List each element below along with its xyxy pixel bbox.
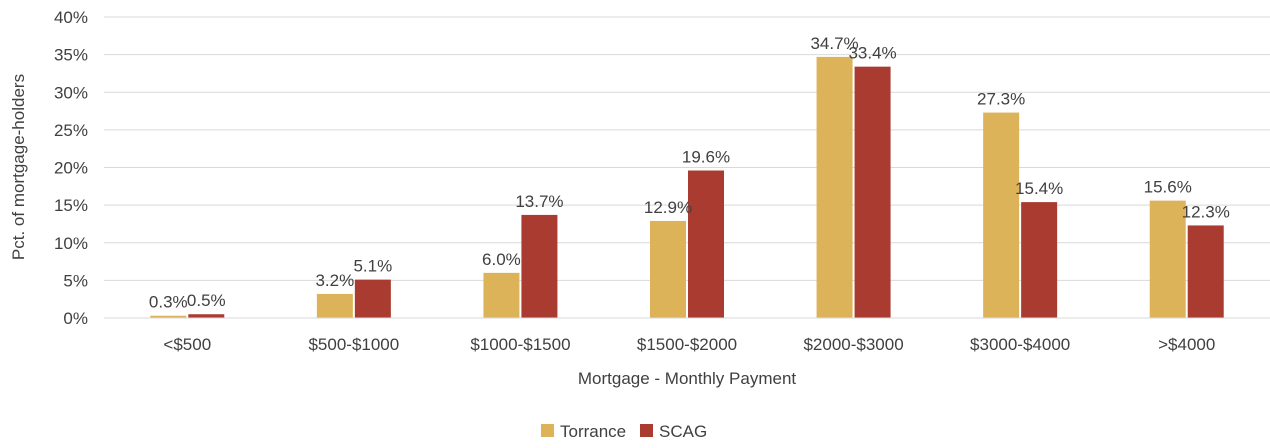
legend-label-scag: SCAG [659, 422, 707, 441]
x-tick-label: >$4000 [1158, 335, 1215, 354]
y-tick-label: 0% [63, 309, 88, 328]
bar-torrance-4 [816, 56, 853, 318]
legend: Torrance SCAG [541, 422, 707, 441]
x-tick-label: $3000-$4000 [970, 335, 1070, 354]
legend-label-torrance: Torrance [560, 422, 626, 441]
bar-torrance-2 [483, 272, 520, 318]
gridlines [104, 16, 1270, 281]
data-label: 0.5% [187, 291, 226, 310]
data-label: 15.6% [1144, 178, 1192, 197]
bar-scag-1 [354, 279, 391, 318]
bar-scag-0 [188, 314, 225, 318]
legend-swatch-torrance [541, 424, 554, 437]
data-label: 13.7% [515, 192, 563, 211]
y-tick-label: 10% [54, 234, 88, 253]
bar-torrance-5 [983, 112, 1020, 318]
y-tick-label: 35% [54, 46, 88, 65]
y-axis-ticks: 0% 5% 10% 15% 20% 25% 30% 35% 40% [54, 8, 88, 328]
x-tick-label: $1500-$2000 [637, 335, 737, 354]
data-label: 3.2% [315, 271, 354, 290]
bars [150, 56, 1224, 318]
y-tick-label: 20% [54, 159, 88, 178]
y-axis-title: Pct. of mortgage-holders [9, 74, 28, 260]
bar-torrance-6 [1149, 200, 1186, 318]
bar-torrance-3 [650, 220, 686, 318]
bar-scag-6 [1187, 225, 1224, 318]
x-tick-label: $2000-$3000 [803, 335, 903, 354]
y-tick-label: 30% [54, 83, 88, 102]
legend-swatch-scag [640, 424, 653, 437]
data-labels: 0.3% 0.5% 3.2%5.1% 6.0% 13.7% 12.9% 19.6% 34.7%… [149, 34, 1230, 312]
data-label: 0.3% [149, 293, 188, 312]
data-label: 5.1% [353, 257, 392, 276]
y-tick-label: 15% [54, 196, 88, 215]
data-label: 33.4% [848, 44, 896, 63]
data-label: 34.7% [810, 34, 858, 53]
y-tick-label: 25% [54, 121, 88, 140]
y-tick-label: 40% [54, 8, 88, 27]
data-label: 15.4% [1015, 179, 1063, 198]
x-tick-label: $1000-$1500 [470, 335, 570, 354]
x-tick-label: $500-$1000 [308, 335, 399, 354]
data-label: 6.0% [482, 250, 521, 269]
data-label: 12.9% [644, 198, 692, 217]
bar-scag-3 [688, 170, 724, 318]
data-label: 19.6% [682, 148, 730, 167]
x-axis-ticks: <$500 $500-$1000 $1000-$1500 $1500-$2000 $20… [163, 335, 1215, 354]
x-axis-title: Mortgage - Monthly Payment [578, 369, 797, 388]
bar-torrance-1 [316, 293, 353, 318]
bar-torrance-0 [150, 315, 187, 318]
data-label: 12.3% [1182, 202, 1230, 221]
bar-scag-4 [854, 66, 891, 318]
data-label: 27.3% [977, 90, 1025, 109]
bar-scag-2 [521, 214, 558, 318]
y-tick-label: 5% [63, 271, 88, 290]
x-tick-label: <$500 [163, 335, 211, 354]
bar-scag-5 [1021, 202, 1058, 318]
